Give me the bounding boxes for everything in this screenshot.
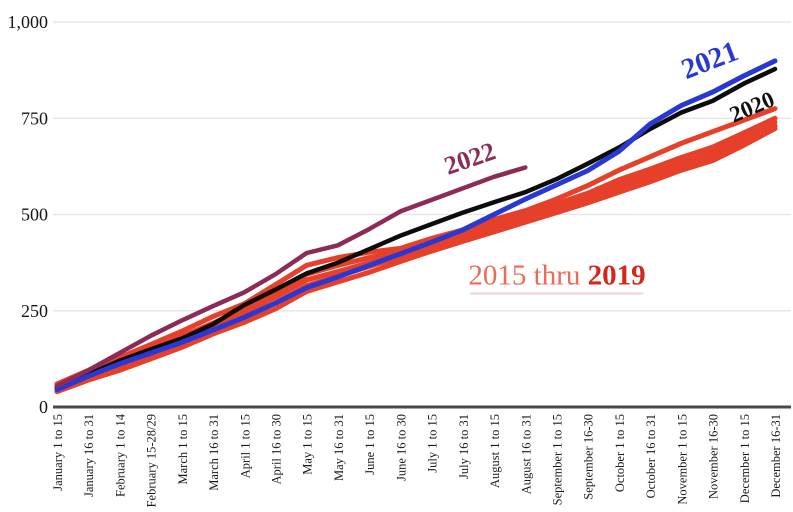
- x-tick-label: August 1 to 15: [488, 414, 502, 488]
- x-tick-label: December 16-31: [769, 414, 783, 498]
- x-tick-label: June 16 to 30: [394, 414, 408, 481]
- x-tick-label: January 1 to 15: [51, 414, 65, 491]
- series-line-2021: [54, 58, 778, 393]
- x-tick-label: March 16 to 31: [207, 414, 221, 491]
- x-tick-label: January 16 to 31: [82, 414, 96, 497]
- series-line-2015: [54, 126, 778, 395]
- x-tick-label: November 16-30: [707, 414, 721, 499]
- x-tick-label: August 16 to 31: [519, 414, 533, 494]
- series-line-2020: [54, 66, 778, 391]
- range-label-light: 2015 thru: [468, 259, 588, 292]
- y-tick-label: 750: [21, 108, 48, 128]
- range-label-bold: 2019: [587, 259, 646, 292]
- range-label-underline: [470, 292, 644, 295]
- series-label-2015-thru-2019: 2015 thru 2019: [468, 259, 646, 295]
- x-tick-label: June 1 to 15: [363, 414, 377, 475]
- x-tick-label: December 1 to 15: [738, 414, 752, 503]
- y-tick-label: 0: [39, 397, 48, 417]
- x-tick-label: May 16 to 31: [332, 414, 346, 481]
- x-tick-label: March 1 to 15: [176, 414, 190, 484]
- x-tick-label: May 1 to 15: [301, 414, 315, 475]
- x-tick-label: October 1 to 15: [613, 414, 627, 492]
- y-tick-label: 1,000: [8, 12, 49, 32]
- x-tick-label: September 1 to 15: [550, 414, 564, 505]
- x-tick-label: October 16 to 31: [644, 414, 658, 498]
- x-tick-label: July 1 to 15: [426, 414, 440, 473]
- x-tick-label: February 15-28/29: [145, 414, 159, 507]
- series-line-2022: [54, 165, 528, 389]
- x-tick-label: April 1 to 15: [238, 414, 252, 478]
- x-tick-label: September 16-30: [582, 414, 596, 500]
- x-tick-label: November 1 to 15: [675, 414, 689, 505]
- series-line-2019: [54, 106, 778, 387]
- x-tick-label: July 16 to 31: [457, 414, 471, 479]
- y-tick-label: 250: [21, 301, 48, 321]
- x-tick-label: February 1 to 14: [113, 413, 127, 497]
- y-tick-label: 500: [21, 205, 48, 225]
- x-tick-label: April 16 to 30: [270, 414, 284, 484]
